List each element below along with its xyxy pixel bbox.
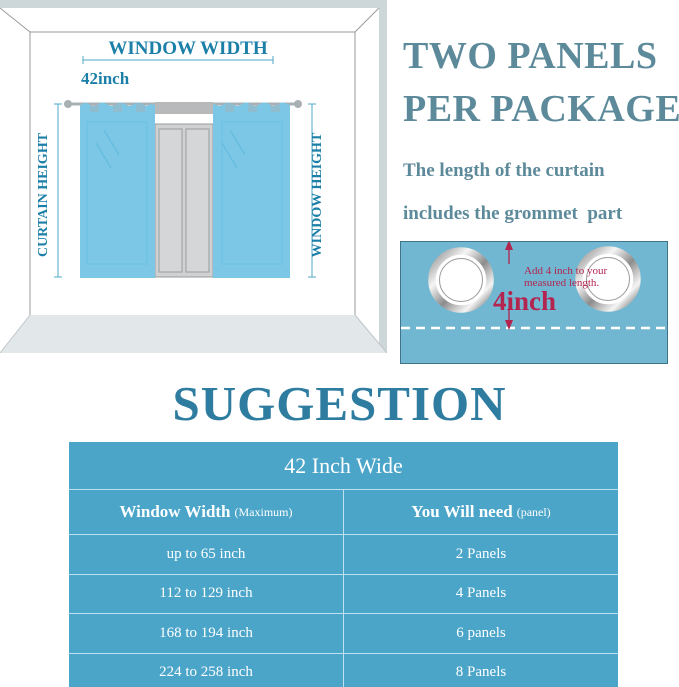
svg-text:CURTAIN HEIGHT: CURTAIN HEIGHT bbox=[36, 132, 51, 257]
svg-text:WINDOW HEIGHT: WINDOW HEIGHT bbox=[310, 132, 325, 257]
svg-text:Add 4 inch to your: Add 4 inch to your bbox=[524, 265, 607, 277]
svg-text:WINDOW WIDTH: WINDOW WIDTH bbox=[108, 38, 267, 59]
svg-text:4inch: 4inch bbox=[493, 286, 556, 316]
svg-text:42inch: 42inch bbox=[81, 69, 130, 88]
